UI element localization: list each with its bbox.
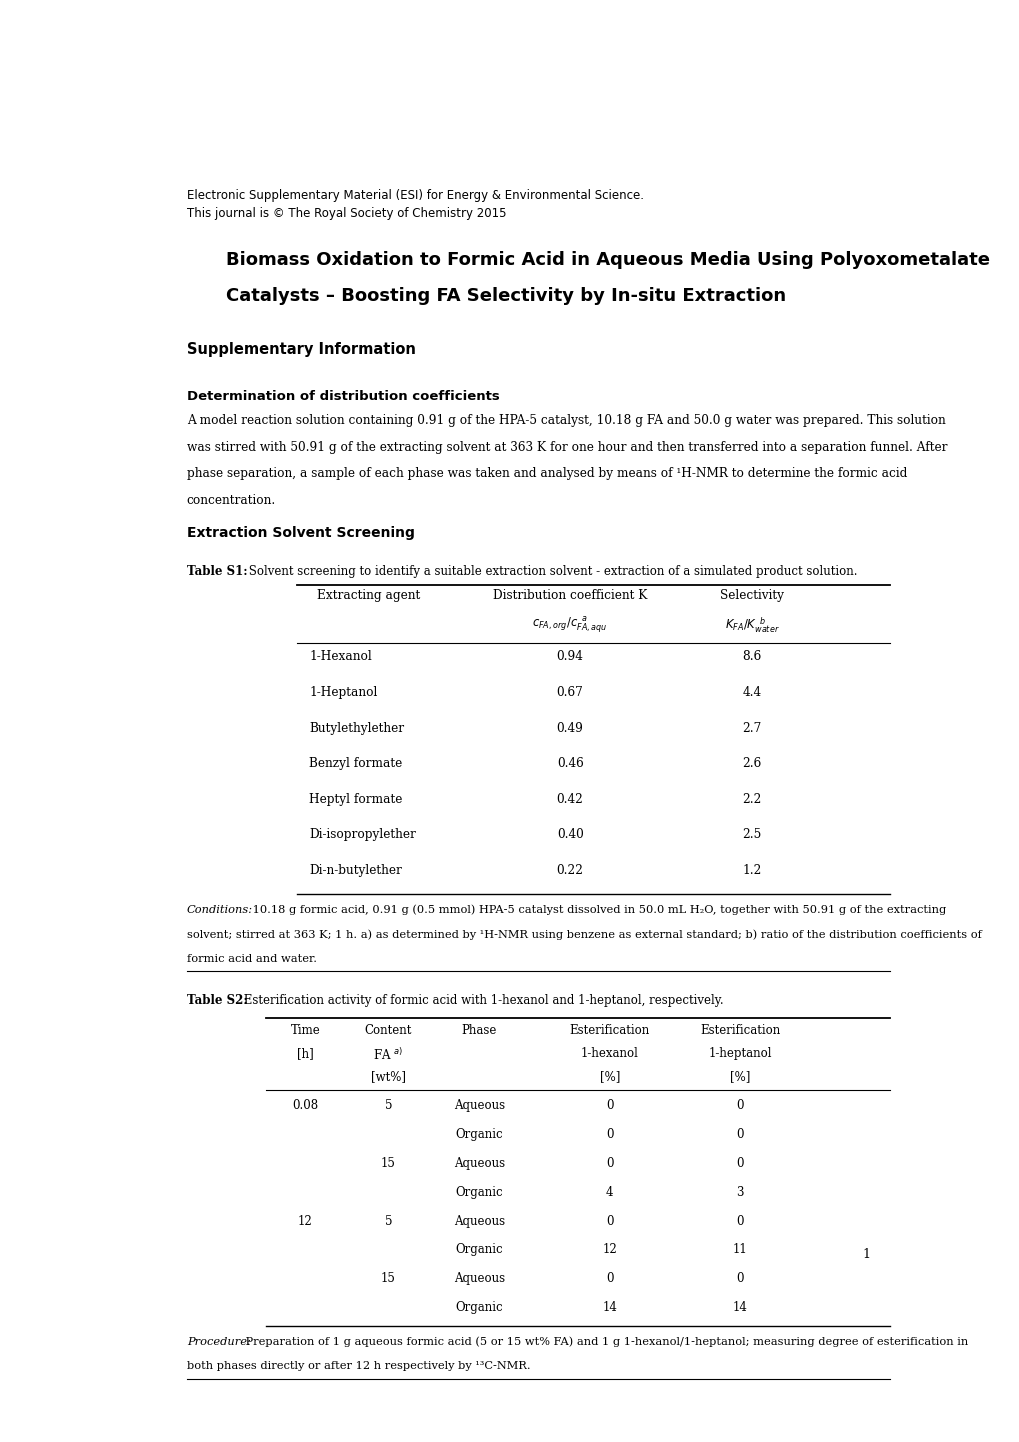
Text: 1-heptanol: 1-heptanol (707, 1047, 771, 1060)
Text: Distribution coefficient K: Distribution coefficient K (492, 590, 647, 603)
Text: concentration.: concentration. (186, 495, 276, 508)
Text: phase separation, a sample of each phase was taken and analysed by means of ¹H-N: phase separation, a sample of each phase… (186, 467, 906, 480)
Text: 0: 0 (736, 1128, 743, 1141)
Text: was stirred with 50.91 g of the extracting solvent at 363 K for one hour and the: was stirred with 50.91 g of the extracti… (186, 441, 947, 454)
Text: Esterification activity of formic acid with 1-hexanol and 1-heptanol, respective: Esterification activity of formic acid w… (239, 994, 722, 1007)
Text: [%]: [%] (730, 1070, 750, 1083)
Text: Selectivity: Selectivity (719, 590, 784, 603)
Text: Biomass Oxidation to Formic Acid in Aqueous Media Using Polyoxometalate: Biomass Oxidation to Formic Acid in Aque… (226, 251, 989, 268)
Text: 0.49: 0.49 (556, 721, 583, 734)
Text: Extraction Solvent Screening: Extraction Solvent Screening (186, 526, 415, 541)
Text: Conditions:: Conditions: (186, 904, 253, 914)
Text: Butylethylether: Butylethylether (309, 721, 405, 734)
Text: 0: 0 (605, 1099, 612, 1112)
Text: A model reaction solution containing 0.91 g of the HPA-5 catalyst, 10.18 g FA an: A model reaction solution containing 0.9… (186, 414, 945, 427)
Text: Di-n-butylether: Di-n-butylether (309, 864, 401, 877)
Text: Extracting agent: Extracting agent (317, 590, 420, 603)
Text: 0.22: 0.22 (556, 864, 583, 877)
Text: 1.2: 1.2 (742, 864, 761, 877)
Text: 1: 1 (862, 1249, 870, 1262)
Text: This journal is © The Royal Society of Chemistry 2015: This journal is © The Royal Society of C… (186, 208, 505, 221)
Text: 0: 0 (605, 1156, 612, 1169)
Text: 2.5: 2.5 (742, 828, 761, 841)
Text: Table S1:: Table S1: (186, 565, 248, 578)
Text: 0: 0 (736, 1099, 743, 1112)
Text: Heptyl formate: Heptyl formate (309, 793, 403, 806)
Text: Benzyl formate: Benzyl formate (309, 757, 403, 770)
Text: Organic: Organic (455, 1301, 502, 1314)
Text: 0: 0 (605, 1128, 612, 1141)
Text: [%]: [%] (599, 1070, 620, 1083)
Text: Organic: Organic (455, 1185, 502, 1198)
Text: Phase: Phase (462, 1024, 496, 1037)
Text: 1-Hexanol: 1-Hexanol (309, 650, 372, 663)
Text: 4: 4 (605, 1185, 612, 1198)
Text: 0: 0 (605, 1272, 612, 1285)
Text: Time: Time (290, 1024, 320, 1037)
Text: 11: 11 (732, 1243, 747, 1256)
Text: Electronic Supplementary Material (ESI) for Energy & Environmental Science.: Electronic Supplementary Material (ESI) … (186, 189, 643, 202)
Text: Content: Content (365, 1024, 412, 1037)
Text: 14: 14 (601, 1301, 616, 1314)
Text: FA $^{a)}$: FA $^{a)}$ (373, 1047, 403, 1063)
Text: Organic: Organic (455, 1243, 502, 1256)
Text: 8.6: 8.6 (742, 650, 761, 663)
Text: Aqueous: Aqueous (453, 1272, 504, 1285)
Text: Di-isopropylether: Di-isopropylether (309, 828, 416, 841)
Text: 0.46: 0.46 (556, 757, 583, 770)
Text: Solvent screening to identify a suitable extraction solvent - extraction of a si: Solvent screening to identify a suitable… (245, 565, 857, 578)
Text: 12: 12 (298, 1214, 313, 1227)
Text: 2.2: 2.2 (742, 793, 761, 806)
Text: Aqueous: Aqueous (453, 1156, 504, 1169)
Text: Esterification: Esterification (569, 1024, 649, 1037)
Text: 10.18 g formic acid, 0.91 g (0.5 mmol) HPA-5 catalyst dissolved in 50.0 mL H₂O, : 10.18 g formic acid, 0.91 g (0.5 mmol) H… (249, 904, 946, 916)
Text: Esterification: Esterification (699, 1024, 780, 1037)
Text: 0: 0 (736, 1272, 743, 1285)
Text: 0: 0 (736, 1156, 743, 1169)
Text: Aqueous: Aqueous (453, 1099, 504, 1112)
Text: Procedure:: Procedure: (186, 1337, 251, 1347)
Text: 0.67: 0.67 (556, 686, 583, 699)
Text: $c_{FA,org}/c_{FA,aqu}^{\;\;a}$: $c_{FA,org}/c_{FA,aqu}^{\;\;a}$ (532, 616, 607, 636)
Text: 2.6: 2.6 (742, 757, 761, 770)
Text: Preparation of 1 g aqueous formic acid (5 or 15 wt% FA) and 1 g 1-hexanol/1-hept: Preparation of 1 g aqueous formic acid (… (242, 1337, 967, 1347)
Text: 2.7: 2.7 (742, 721, 761, 734)
Text: 4.4: 4.4 (742, 686, 761, 699)
Text: 5: 5 (384, 1099, 391, 1112)
Text: 0.08: 0.08 (292, 1099, 318, 1112)
Text: Table S2:: Table S2: (186, 994, 248, 1007)
Text: 5: 5 (384, 1214, 391, 1227)
Text: Organic: Organic (455, 1128, 502, 1141)
Text: 0.42: 0.42 (556, 793, 583, 806)
Text: 1-hexanol: 1-hexanol (580, 1047, 638, 1060)
Text: Supplementary Information: Supplementary Information (186, 342, 416, 356)
Text: Determination of distribution coefficients: Determination of distribution coefficien… (186, 389, 499, 402)
Text: 0.40: 0.40 (556, 828, 583, 841)
Text: Aqueous: Aqueous (453, 1214, 504, 1227)
Text: Catalysts – Boosting FA Selectivity by In-situ Extraction: Catalysts – Boosting FA Selectivity by I… (226, 287, 786, 306)
Text: 0.94: 0.94 (556, 650, 583, 663)
Text: 1-Heptanol: 1-Heptanol (309, 686, 377, 699)
Text: 15: 15 (380, 1156, 395, 1169)
Text: 0: 0 (605, 1214, 612, 1227)
Text: [h]: [h] (297, 1047, 314, 1060)
Text: $K_{FA}/K_{water}^{\;\;b}$: $K_{FA}/K_{water}^{\;\;b}$ (723, 616, 779, 636)
Text: formic acid and water.: formic acid and water. (186, 953, 317, 963)
Text: solvent; stirred at 363 K; 1 h. a) as determined by ¹H-NMR using benzene as exte: solvent; stirred at 363 K; 1 h. a) as de… (186, 929, 980, 940)
Text: 3: 3 (736, 1185, 743, 1198)
Text: 15: 15 (380, 1272, 395, 1285)
Text: 0: 0 (736, 1214, 743, 1227)
Text: [wt%]: [wt%] (371, 1070, 406, 1083)
Text: 14: 14 (732, 1301, 747, 1314)
Text: 12: 12 (602, 1243, 616, 1256)
Text: both phases directly or after 12 h respectively by ¹³C-NMR.: both phases directly or after 12 h respe… (186, 1361, 530, 1371)
